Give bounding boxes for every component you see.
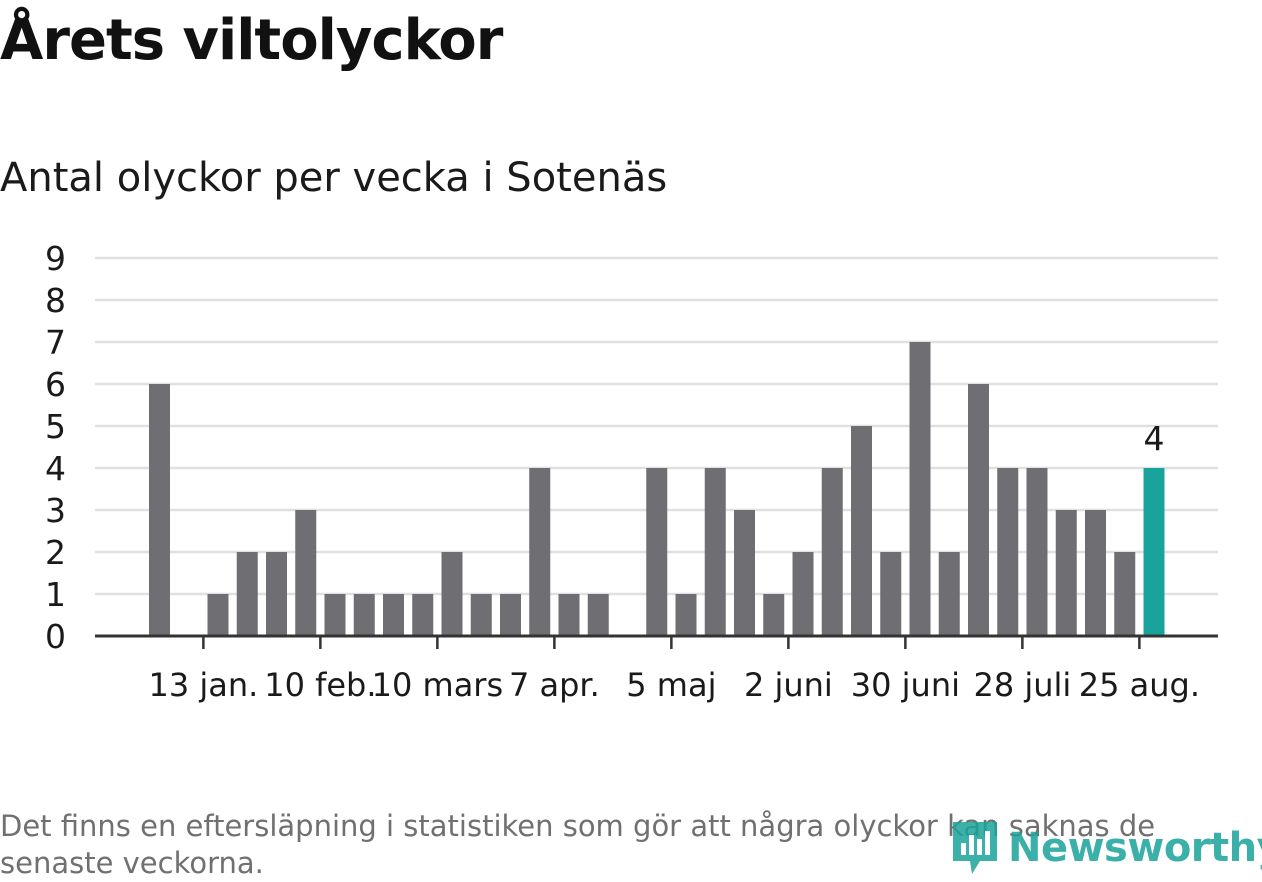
bar (529, 468, 551, 636)
x-tick-label: 13 jan. (148, 666, 258, 704)
bar (792, 552, 814, 636)
x-tick-label: 2 juni (744, 666, 833, 704)
bar (734, 510, 755, 636)
data-label: 4 (1144, 419, 1165, 458)
y-tick-label: 4 (45, 449, 66, 488)
newsworthy-logo-icon (953, 822, 997, 874)
x-tick-label: 5 maj (626, 666, 716, 704)
y-tick-label: 9 (45, 239, 66, 278)
bar (851, 426, 872, 636)
y-tick-label: 2 (45, 533, 66, 572)
bar (675, 594, 697, 636)
bar (704, 468, 726, 636)
brand-name: Newsworthy (1008, 825, 1262, 871)
x-tick-label: 30 juni (851, 666, 960, 704)
bar (324, 594, 346, 636)
bar (266, 552, 287, 636)
bar (412, 594, 434, 636)
chart-subtitle: Antal olyckor per vecka i Sotenäs (0, 155, 668, 201)
bar (441, 552, 463, 636)
bar (1114, 552, 1136, 636)
bar (1026, 468, 1048, 636)
bar (880, 552, 902, 636)
chart-title: Årets viltolyckor (0, 8, 503, 73)
bar (587, 594, 609, 636)
bar (997, 468, 1019, 636)
bar (470, 594, 492, 636)
bar (383, 594, 404, 636)
bar (207, 594, 229, 636)
x-tick-label: 10 mars (372, 666, 504, 704)
bar (1085, 510, 1106, 636)
bar (1055, 510, 1077, 636)
bar (236, 552, 258, 636)
x-tick-label: 10 feb. (264, 666, 376, 704)
y-tick-label: 6 (45, 365, 66, 404)
y-tick-label: 7 (45, 323, 66, 362)
y-tick-label: 5 (45, 407, 66, 446)
bar (149, 384, 170, 636)
bar (295, 510, 317, 636)
x-tick-label: 28 juli (973, 666, 1071, 704)
bar (821, 468, 843, 636)
y-tick-label: 0 (45, 617, 66, 656)
brand-logo: Newsworthy (950, 818, 1262, 878)
bar (938, 552, 960, 636)
y-tick-label: 8 (45, 281, 66, 320)
x-tick-label: 25 aug. (1079, 666, 1200, 704)
bar (500, 594, 521, 636)
y-tick-label: 3 (45, 491, 66, 530)
bar (763, 594, 785, 636)
bar (353, 594, 375, 636)
x-tick-label: 7 apr. (509, 666, 600, 704)
bar (558, 594, 580, 636)
bar (1143, 468, 1165, 636)
y-tick-label: 1 (45, 575, 66, 614)
bar (968, 384, 989, 636)
bar (909, 342, 931, 636)
bar (646, 468, 668, 636)
